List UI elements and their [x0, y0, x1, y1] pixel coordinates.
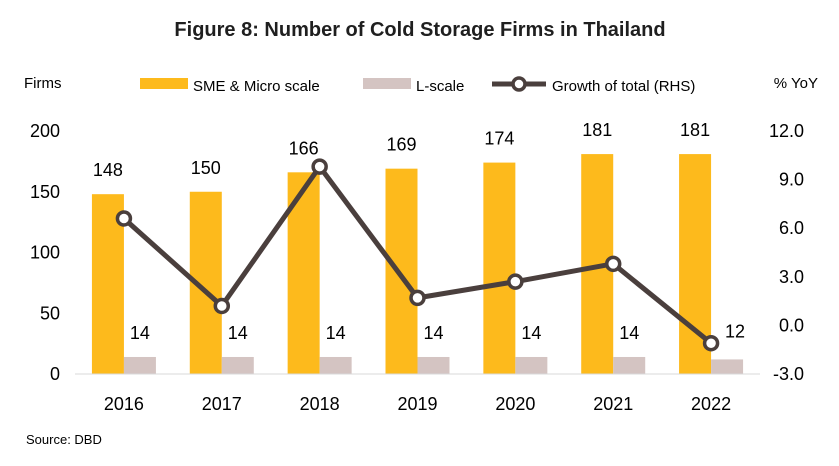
- bar-lscale-2018: [319, 356, 352, 374]
- bar-lscale-2022: [711, 359, 744, 374]
- x-tick-label-2020: 2020: [495, 394, 535, 414]
- left-tick-label: 100: [30, 243, 60, 263]
- data-label-lscale-2019: 14: [423, 323, 443, 343]
- data-label-lscale-2022: 12: [725, 321, 745, 341]
- chart-title: Figure 8: Number of Cold Storage Firms i…: [174, 19, 665, 41]
- bar-lscale-2020: [515, 356, 548, 374]
- left-axis-label: Firms: [24, 75, 62, 92]
- bar-sme-2020: [483, 162, 516, 374]
- growth-point-2021: [604, 255, 622, 273]
- x-tick-label-2017: 2017: [202, 394, 242, 414]
- plot-area: 0 50 100 150 200 -3.0 0.0 3.0 6.0 9.0 12.0 148 14 201…: [30, 120, 804, 414]
- data-label-sme-2020: 174: [484, 129, 514, 149]
- growth-point-2016: [115, 210, 133, 227]
- right-tick-label: 9.0: [779, 170, 804, 190]
- legend-swatch-growth-marker: [511, 76, 527, 92]
- growth-point-2019: [409, 289, 426, 307]
- growth-point-2017: [213, 297, 231, 315]
- source-note: Source: DBD: [26, 432, 102, 447]
- x-tick-label-2019: 2019: [397, 394, 437, 414]
- data-label-sme-2017: 150: [191, 158, 221, 178]
- data-label-lscale-2018: 14: [326, 323, 346, 343]
- data-label-lscale-2017: 14: [228, 323, 248, 343]
- data-label-sme-2016: 148: [93, 160, 123, 180]
- x-tick-label-2016: 2016: [104, 394, 144, 414]
- growth-point-2022: [702, 334, 720, 352]
- left-tick-label: 150: [30, 182, 60, 202]
- left-tick-label: 0: [50, 364, 60, 384]
- data-label-lscale-2016: 14: [130, 323, 150, 343]
- x-tick-label-2022: 2022: [691, 394, 731, 414]
- right-tick-label: 3.0: [779, 267, 804, 287]
- x-tick-label-2021: 2021: [593, 394, 633, 414]
- legend-swatch-sme: [140, 78, 188, 89]
- data-label-lscale-2021: 14: [619, 323, 639, 343]
- data-label-sme-2022: 181: [680, 120, 710, 140]
- right-tick-label: 6.0: [779, 218, 804, 238]
- right-tick-label: -3.0: [773, 364, 804, 384]
- bar-lscale-2016: [123, 356, 156, 374]
- x-tick-label-2018: 2018: [300, 394, 340, 414]
- bar-lscale-2021: [613, 356, 646, 374]
- legend-label-growth: Growth of total (RHS): [552, 78, 695, 95]
- bar-sme-2019: [385, 168, 418, 374]
- data-label-sme-2021: 181: [582, 120, 612, 140]
- left-tick-label: 50: [40, 303, 60, 323]
- right-tick-label: 0.0: [779, 315, 804, 335]
- legend-label-sme: SME & Micro scale: [193, 78, 320, 95]
- data-label-sme-2019: 169: [386, 135, 416, 155]
- left-tick-label: 200: [30, 121, 60, 141]
- data-label-lscale-2020: 14: [521, 323, 541, 343]
- data-label-sme-2018: 166: [289, 138, 319, 158]
- right-axis-label: % YoY: [774, 75, 818, 92]
- legend-swatch-lscale: [363, 78, 411, 89]
- right-tick-label: 12.0: [769, 121, 804, 141]
- bar-lscale-2017: [221, 356, 254, 374]
- growth-point-2020: [507, 273, 524, 290]
- bar-lscale-2019: [417, 356, 450, 374]
- legend: SME & Micro scale L-scale Growth of tota…: [140, 76, 695, 95]
- legend-label-lscale: L-scale: [416, 78, 464, 95]
- growth-point-2018: [311, 158, 328, 175]
